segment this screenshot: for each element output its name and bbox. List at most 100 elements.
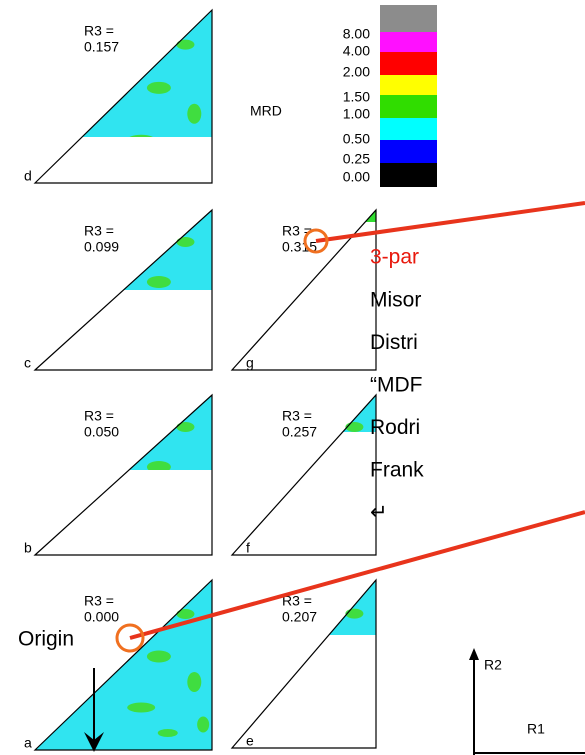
annotation-line: Distri <box>370 331 418 354</box>
section-blob <box>127 510 155 520</box>
section-outline <box>230 393 377 556</box>
origin-label: Origin <box>18 628 74 651</box>
panel-letter: f <box>246 540 250 556</box>
section-blob <box>158 535 178 543</box>
r3-label: R3 = <box>282 593 312 609</box>
annotation-line: Rodri <box>370 416 420 439</box>
section-blob <box>330 535 350 543</box>
section-blob <box>187 481 201 501</box>
legend-label: 1.00 <box>343 106 370 122</box>
annotation-heading: 3-par <box>370 246 419 269</box>
section-blob <box>187 296 201 316</box>
legend-label: 1.50 <box>343 89 370 105</box>
color-swatch <box>380 5 437 32</box>
section-blob <box>146 461 171 470</box>
r3-label: R3 = <box>84 593 114 609</box>
section-blob <box>197 338 209 354</box>
legend-label: 0.25 <box>343 151 370 167</box>
annotation-line: Misor <box>370 289 421 312</box>
section-blob <box>355 671 369 691</box>
section-outline <box>33 208 213 371</box>
section-blob <box>187 103 202 124</box>
r3-value: 0.099 <box>84 239 119 255</box>
legend-label: 8.00 <box>343 26 370 42</box>
r3-label: R3 = <box>84 408 114 424</box>
annotation-line: Frank <box>370 459 424 482</box>
section-blob <box>176 237 195 247</box>
section-blob <box>345 608 364 619</box>
r3-value: 0.257 <box>282 424 317 440</box>
section-blob <box>176 422 195 432</box>
r3-label: R3 = <box>84 23 114 39</box>
section-blob <box>330 727 350 735</box>
section-blob <box>176 609 195 619</box>
section-blob <box>129 134 153 137</box>
section-blob <box>345 422 364 432</box>
r3-value: 0.157 <box>84 39 119 55</box>
section-blob <box>197 716 210 733</box>
legend-label: 0.50 <box>343 131 370 147</box>
section-outline <box>33 8 213 184</box>
r3-label: R3 = <box>84 223 114 239</box>
legend-title: MRD <box>250 103 282 119</box>
axis-label: R1 <box>527 721 545 737</box>
panel-letter: g <box>246 355 254 371</box>
color-swatch <box>380 118 437 140</box>
annotation-line: “MDF <box>370 374 422 397</box>
section-blob <box>158 162 178 170</box>
legend-label: 4.00 <box>343 43 370 59</box>
color-swatch <box>380 52 437 75</box>
color-swatch <box>380 163 437 187</box>
r3-value: 0.207 <box>282 609 317 625</box>
color-swatch <box>380 95 437 118</box>
section-blob <box>146 81 171 94</box>
section-blob <box>321 461 345 473</box>
callout-line <box>129 510 585 640</box>
axis-arrow <box>469 648 479 660</box>
color-swatch <box>380 32 437 52</box>
section-blob <box>197 523 209 539</box>
section-outline <box>33 393 213 556</box>
axis-label: R2 <box>484 657 502 673</box>
legend-label: 2.00 <box>343 64 370 80</box>
section-blob <box>363 715 375 731</box>
section-blob <box>304 510 332 520</box>
section-blob <box>304 701 332 711</box>
section-blob <box>363 523 375 539</box>
color-swatch <box>380 140 437 163</box>
annotation: 3-par Misor Distri “MDF Rodri Frank ↵ <box>370 246 424 525</box>
r3-label: R3 = <box>282 408 312 424</box>
section-blob <box>127 325 155 335</box>
callout-line <box>315 201 585 243</box>
section-blob <box>187 672 202 692</box>
section-blob <box>146 650 171 663</box>
section-outline <box>230 578 377 749</box>
panel-letter: c <box>24 355 31 371</box>
panel-letter: a <box>24 735 32 751</box>
arrow-head <box>84 732 104 752</box>
panel-letter: d <box>24 168 32 184</box>
panel-letter: e <box>246 733 254 749</box>
section-outline <box>230 208 377 371</box>
legend: 8.004.00 2.00 1.501.00 0.50 0.25 0.00 MRD <box>250 5 437 187</box>
highlight-circle <box>115 623 145 653</box>
section-blob <box>321 650 345 662</box>
section-blob <box>176 39 195 50</box>
section-blob <box>146 276 171 288</box>
highlight-circle <box>303 228 329 254</box>
section-blob <box>355 481 369 501</box>
color-swatch <box>380 75 437 95</box>
r3-label: R3 = <box>282 223 312 239</box>
r3-value: 0.050 <box>84 424 119 440</box>
section-blob <box>158 350 178 358</box>
section-blob <box>127 702 156 713</box>
section-blob <box>157 729 178 737</box>
legend-label: 0.00 <box>343 169 370 185</box>
section-blob <box>197 149 209 165</box>
r3-value: 0.000 <box>84 609 119 625</box>
section-outline <box>33 578 213 751</box>
panel-letter: b <box>24 540 32 556</box>
annotation-line: ↵ <box>370 501 388 524</box>
